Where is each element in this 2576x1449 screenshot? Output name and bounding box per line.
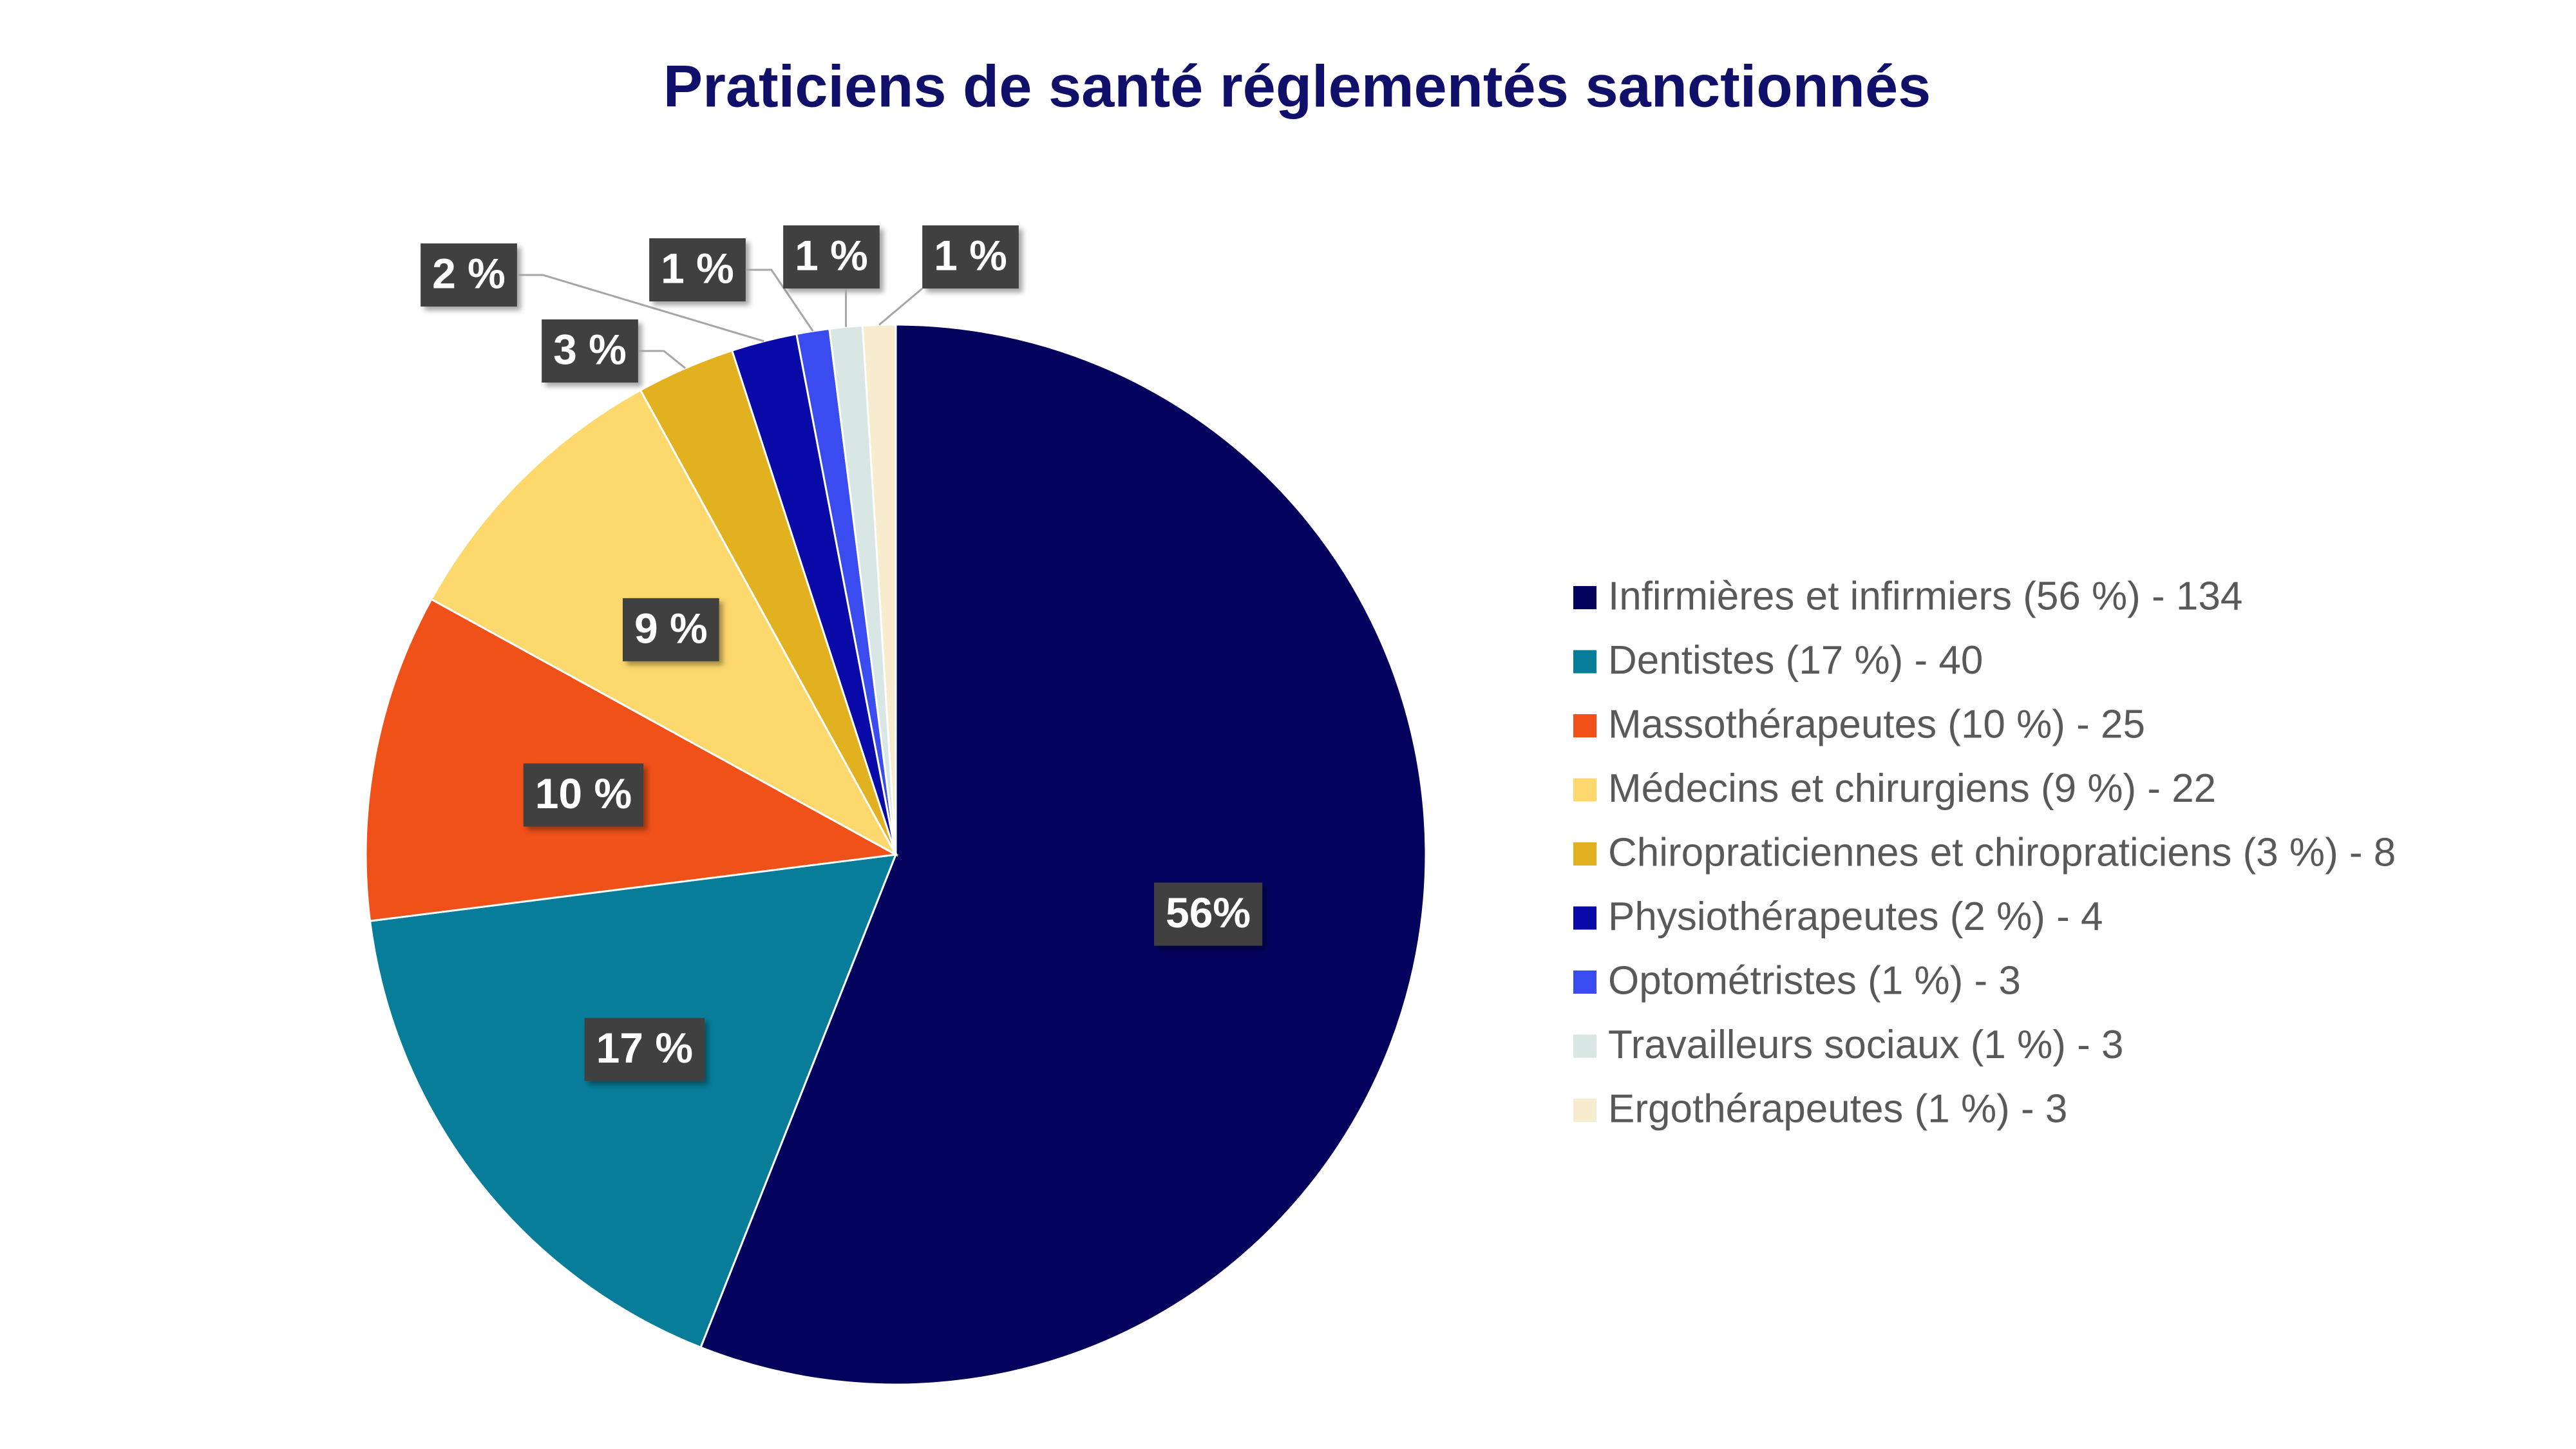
slices [365, 323, 1427, 1386]
leader-line [745, 269, 814, 332]
label-box [783, 225, 880, 289]
legend-swatch [1573, 971, 1596, 994]
legend-swatch [1573, 586, 1596, 609]
data-label: 2 % [421, 243, 517, 307]
pie-slice [365, 598, 899, 922]
legend-swatch [1573, 650, 1596, 674]
data-label: 1 % [922, 225, 1019, 289]
data-label: 10 % [523, 763, 644, 827]
label-box [922, 225, 1019, 289]
label-box [421, 243, 517, 307]
data-label-text: 1 % [795, 231, 868, 279]
legend-label: Travailleurs sociaux (1 %) - 3 [1608, 1023, 2124, 1067]
pie-slice [861, 323, 897, 855]
data-label-text: 2 % [432, 249, 506, 297]
legend-swatch [1573, 842, 1596, 866]
label-box [1153, 882, 1263, 946]
label-box [523, 763, 644, 827]
pie-slice [699, 323, 1427, 1386]
data-label: 17 % [584, 1018, 705, 1081]
label-box [584, 1018, 705, 1081]
legend-label: Infirmières et infirmiers (56 %) - 134 [1608, 574, 2242, 618]
legend-label: Dentistes (17 %) - 40 [1608, 638, 1983, 683]
label-box [649, 238, 746, 301]
legend-label: Optométristes (1 %) - 3 [1608, 958, 2021, 1003]
data-label: 1 % [783, 225, 880, 289]
data-label-text: 3 % [553, 325, 627, 373]
legend-label: Physiothérapeutes (2 %) - 4 [1608, 895, 2103, 939]
legend-label: Médecins et chirurgiens (9 %) - 22 [1608, 766, 2216, 811]
data-label-text: 10 % [535, 770, 632, 817]
legend-label: Ergothérapeutes (1 %) - 3 [1608, 1086, 2067, 1131]
data-label-text: 17 % [596, 1024, 693, 1072]
data-label-text: 1 % [661, 244, 734, 292]
legend-swatch [1573, 1099, 1596, 1122]
data-label: 1 % [649, 238, 746, 301]
data-label-text: 1 % [934, 231, 1007, 279]
label-box [542, 319, 638, 383]
label-box [622, 598, 719, 661]
leader-line [878, 287, 923, 326]
data-label: 9 % [622, 598, 719, 661]
legend-label: Chiropraticiennes et chiropraticiens (3 … [1608, 830, 2396, 875]
legend-swatch [1573, 1034, 1596, 1058]
data-label-text: 56% [1166, 889, 1251, 936]
chart-title: Praticiens de santé réglementés sanction… [663, 53, 1931, 119]
legend-swatch [1573, 778, 1596, 802]
legend-swatch [1573, 906, 1596, 930]
legend-label: Massothérapeutes (10 %) - 25 [1608, 702, 2145, 746]
leader-line [516, 274, 764, 343]
leader-line [638, 350, 687, 369]
data-label-text: 9 % [634, 604, 708, 652]
legend-swatch [1573, 714, 1596, 737]
data-label: 3 % [542, 319, 638, 383]
data-label: 56% [1153, 882, 1263, 946]
pie-slice [368, 853, 898, 1349]
